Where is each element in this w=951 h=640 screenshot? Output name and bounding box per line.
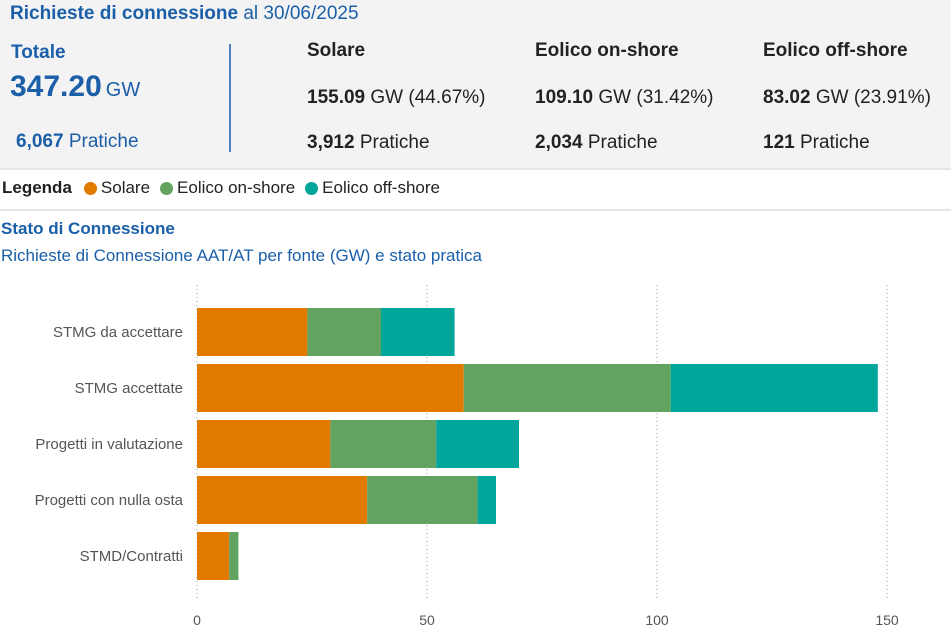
bar-segment[interactable] [463, 364, 671, 412]
source-pratiche: 121 Pratiche [763, 132, 870, 153]
legend-item-solare[interactable]: Solare [83, 178, 150, 198]
total-pratiche: 6,067 Pratiche [16, 131, 139, 152]
source-pratiche: 3,912 Pratiche [307, 132, 430, 153]
source-pratiche: 2,034 Pratiche [535, 132, 658, 153]
source-name: Eolico on-shore [535, 40, 679, 61]
bar-segment[interactable] [330, 420, 437, 468]
legend-dot-icon [83, 181, 97, 195]
summary-divider [229, 44, 231, 152]
bar-segment[interactable] [197, 420, 331, 468]
bar-segment[interactable] [197, 476, 368, 524]
x-tick-label: 50 [419, 612, 435, 628]
bar-segment[interactable] [197, 308, 308, 356]
source-gw: 109.10 GW (31.42%) [535, 87, 714, 108]
category-label: Progetti con nulla osta [35, 492, 184, 509]
source-gw: 83.02 GW (23.91%) [763, 87, 931, 108]
total-value: 347.20 GW [10, 70, 141, 103]
total-label: Totale [11, 42, 66, 63]
page-title: Richieste di connessione al 30/06/2025 [10, 3, 359, 24]
section-title: Stato di Connessione [1, 219, 175, 238]
category-label: STMG accettate [75, 380, 183, 397]
bar-segment[interactable] [197, 364, 464, 412]
bar-segment[interactable] [229, 532, 239, 580]
bar-segment[interactable] [381, 308, 455, 356]
category-label: Progetti in valutazione [35, 436, 183, 453]
source-gw: 155.09 GW (44.67%) [307, 87, 486, 108]
bar-segment[interactable] [477, 476, 496, 524]
legend-dot-icon [305, 181, 319, 195]
x-tick-label: 100 [645, 612, 669, 628]
legend-item-eolico-offshore[interactable]: Eolico off-shore [305, 178, 440, 198]
category-label: STMG da accettare [53, 324, 183, 341]
x-tick-label: 150 [875, 612, 899, 628]
section-subtitle: Richieste di Connessione AAT/AT per font… [1, 246, 482, 265]
bar-segment[interactable] [367, 476, 478, 524]
bar-segment[interactable] [670, 364, 878, 412]
legend-title: Legenda [2, 178, 72, 197]
bar-segment[interactable] [197, 532, 230, 580]
legend-dot-icon [160, 181, 174, 195]
category-label: STMD/Contratti [80, 548, 183, 565]
separator [0, 209, 951, 211]
stacked-bar-chart: 0 50 100 150 STMG da accettare STMG accettate… [35, 285, 899, 628]
legend-item-eolico-onshore[interactable]: Eolico on-shore [160, 178, 295, 198]
separator [0, 168, 951, 170]
bar-segment[interactable] [307, 308, 381, 356]
summary-panel: Richieste di connessione al 30/06/2025 T… [0, 0, 951, 168]
legend: Legenda Solare Eolico on-shore Eolico of… [2, 178, 450, 198]
x-tick-label: 0 [193, 612, 201, 628]
bar-segment[interactable] [436, 420, 519, 468]
source-name: Solare [307, 40, 366, 61]
source-name: Eolico off-shore [763, 40, 908, 61]
